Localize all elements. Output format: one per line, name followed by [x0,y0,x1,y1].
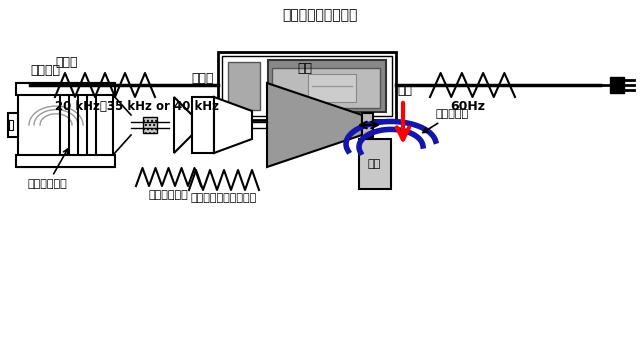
Bar [16,83,115,95]
Text: 高频电能: 高频电能 [30,64,60,76]
Bar [272,68,380,108]
Polygon shape [174,97,192,153]
Text: 变幅器: 变幅器 [192,72,214,85]
Text: 焊头: 焊头 [298,63,312,75]
Bar [228,62,260,110]
Bar [218,52,396,120]
Bar [143,117,157,133]
Bar [228,62,260,110]
Bar [272,68,380,108]
Text: 压力: 压力 [397,84,413,97]
Bar [18,83,113,167]
Bar [610,77,624,93]
Text: 机械振动的振幅被放大: 机械振动的振幅被放大 [191,193,257,203]
Bar [9,120,13,130]
Bar [268,60,386,112]
Bar [359,139,391,189]
Bar [8,113,18,137]
Bar [268,60,386,112]
Text: 焊座: 焊座 [367,159,381,169]
Text: 60Hz: 60Hz [450,101,485,114]
Text: 高频机械振动: 高频机械振动 [148,190,188,200]
Bar [192,97,214,153]
Text: 电源／超声波控制箱: 电源／超声波控制箱 [282,8,358,22]
Text: 换能器: 换能器 [56,56,78,69]
Bar [362,113,373,137]
Bar [16,155,115,167]
Text: 压电陶瓷晶体: 压电陶瓷晶体 [28,149,68,189]
Bar [308,74,356,102]
Polygon shape [267,83,362,167]
Bar [222,56,392,116]
Text: 20 kHz，35 kHz or 40 kHz: 20 kHz，35 kHz or 40 kHz [55,101,219,114]
Text: 被焊接部件: 被焊接部件 [423,109,469,133]
Polygon shape [214,97,252,153]
Bar [228,108,242,114]
